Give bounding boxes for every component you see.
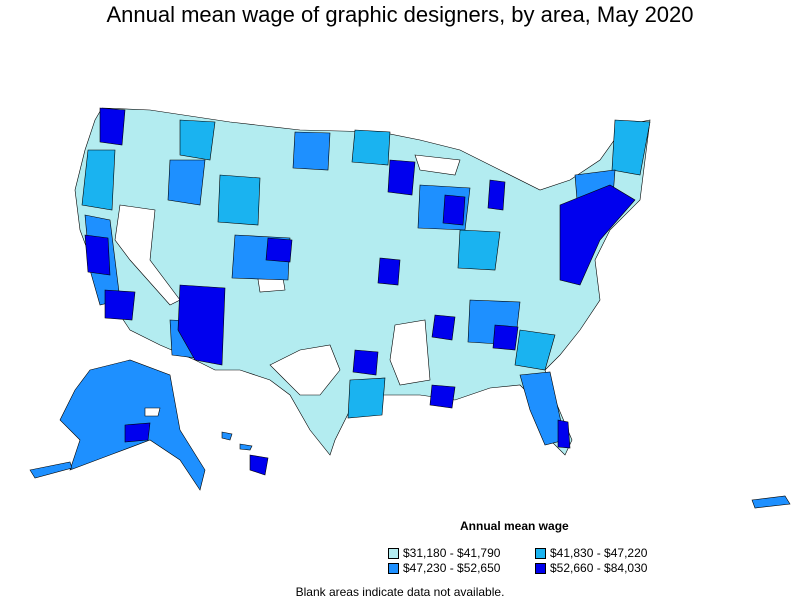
hawaii-big-island xyxy=(249,454,269,476)
ohio-valley-region xyxy=(457,229,501,271)
legend-label-tier3: $47,230 - $52,650 xyxy=(403,561,501,575)
nevada-blank-region xyxy=(114,204,181,306)
kansas-city-region xyxy=(377,257,401,286)
legend-item-tier2: $41,830 - $47,220 xyxy=(535,546,647,560)
chicago-region xyxy=(442,194,466,226)
idaho-region xyxy=(167,159,206,206)
alaska-south-region xyxy=(124,422,151,443)
montana-west-region xyxy=(179,119,216,161)
legend-item-tier3: $47,230 - $52,650 xyxy=(388,561,500,575)
legend-swatch-tier1 xyxy=(388,547,399,559)
hawaii-island-2 xyxy=(239,443,253,451)
footnote: Blank areas indicate data not available. xyxy=(295,585,505,599)
denver-region xyxy=(265,237,293,263)
north-michigan-blank-region xyxy=(414,154,461,176)
legend-swatch-tier4 xyxy=(535,562,546,574)
east-coast-corridor-region xyxy=(559,184,636,286)
puerto-rico xyxy=(751,495,791,509)
alaska-aleutians xyxy=(29,461,73,479)
new-orleans-region xyxy=(429,384,456,409)
hawaii-island-1 xyxy=(221,431,233,441)
nashville-region xyxy=(431,314,456,341)
texas-east-region xyxy=(347,377,386,419)
west-texas-blank-region xyxy=(269,344,341,396)
upper-midwest-region xyxy=(351,129,391,166)
legend-swatch-tier3 xyxy=(388,562,399,574)
arizona-region xyxy=(177,284,226,366)
southeast-coast-region xyxy=(514,329,556,371)
legend-item-tier1: $31,180 - $41,790 xyxy=(388,546,500,560)
north-dakota-east-region xyxy=(292,131,331,171)
deep-south-blank-region xyxy=(389,319,431,386)
miami-region xyxy=(557,419,571,449)
map-title: Annual mean wage of graphic designers, b… xyxy=(106,2,694,27)
legend-label-tier4: $52,660 - $84,030 xyxy=(550,561,648,575)
florida-region xyxy=(519,371,566,446)
maine-region xyxy=(611,119,651,176)
legend-title: Annual mean wage xyxy=(460,519,569,533)
los-angeles-region xyxy=(104,289,136,321)
michigan-east-region xyxy=(487,179,506,211)
pacific-nw-coast-region xyxy=(81,149,116,211)
minneapolis-region xyxy=(387,159,416,196)
legend-label-tier1: $31,180 - $41,790 xyxy=(403,546,501,560)
wyoming-region xyxy=(217,174,261,226)
seattle-region xyxy=(99,107,126,146)
legend-swatch-tier2 xyxy=(535,547,546,559)
alaska-blank-region xyxy=(144,407,161,417)
dallas-region xyxy=(352,349,379,376)
bay-area-region xyxy=(84,234,111,276)
atlanta-region xyxy=(492,324,519,351)
legend-label-tier2: $41,830 - $47,220 xyxy=(550,546,648,560)
legend-item-tier4: $52,660 - $84,030 xyxy=(535,561,647,575)
